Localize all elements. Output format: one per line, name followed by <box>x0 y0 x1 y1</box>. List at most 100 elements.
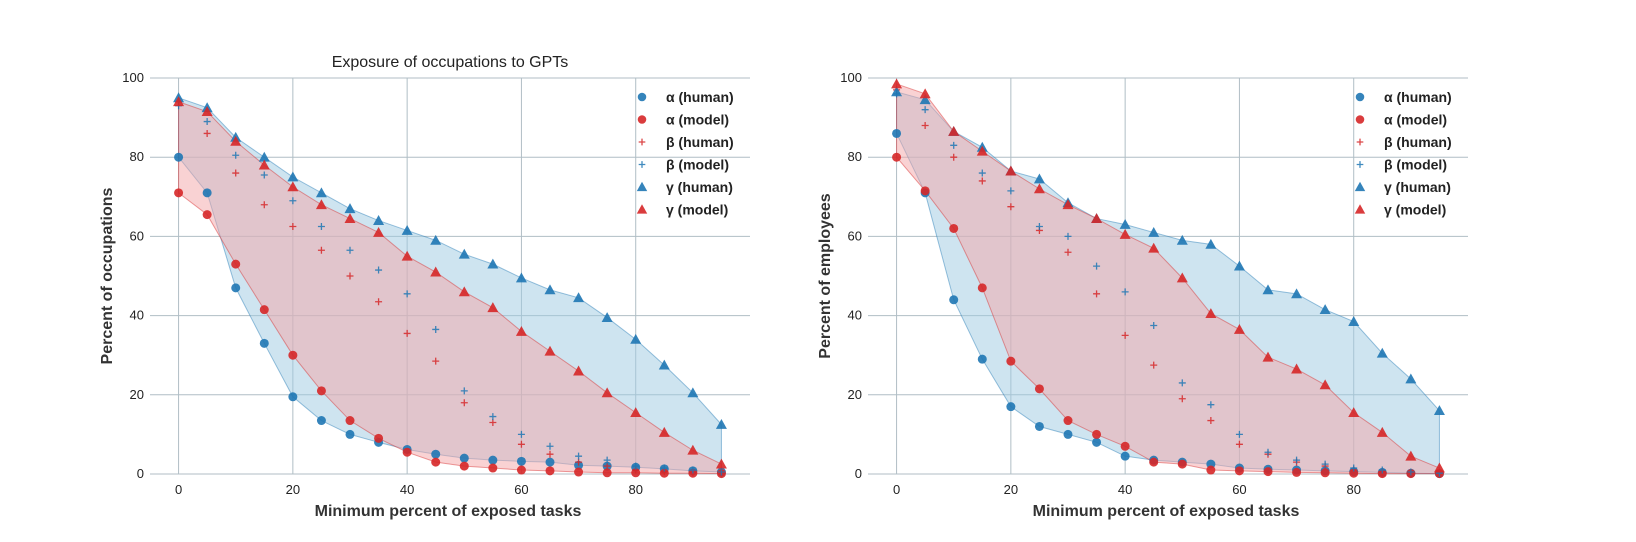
data-point <box>488 463 498 473</box>
data-point <box>1006 402 1016 412</box>
data-point <box>403 329 411 337</box>
y-tick-label: 0 <box>137 466 144 481</box>
y-tick-label: 100 <box>840 70 862 85</box>
data-point <box>487 258 499 269</box>
data-point <box>260 171 268 179</box>
legend-label-beta-model: β (model) <box>1384 157 1447 173</box>
y-tick-label: 20 <box>848 387 862 402</box>
data-point <box>921 106 929 114</box>
data-point <box>1405 373 1417 384</box>
data-point <box>1262 351 1274 362</box>
data-point <box>288 350 298 360</box>
data-point <box>950 141 958 149</box>
data-point <box>1064 232 1072 240</box>
legend-label-gamma-model: γ (model) <box>1384 202 1446 218</box>
data-point <box>346 246 354 254</box>
legend-marker-alpha-model <box>1355 115 1365 124</box>
data-point <box>259 305 269 315</box>
x-tick-label: 80 <box>628 482 642 497</box>
data-point <box>1033 183 1045 194</box>
data-point <box>289 197 297 205</box>
data-point <box>488 455 498 465</box>
legend-marker-beta-human <box>638 138 646 146</box>
y-tick-label: 0 <box>855 466 862 481</box>
data-point <box>1264 448 1272 456</box>
data-point <box>430 234 442 245</box>
data-point <box>1205 238 1217 249</box>
data-point <box>1063 429 1073 439</box>
y-tick-label: 40 <box>130 308 144 323</box>
data-point <box>201 106 213 117</box>
data-point <box>949 295 959 305</box>
data-point <box>1119 219 1131 229</box>
legend-marker-gamma-human <box>1354 181 1366 192</box>
data-point <box>977 354 987 364</box>
legend-label-beta-model: β (model) <box>666 157 729 173</box>
data-point <box>1093 290 1101 298</box>
data-point <box>316 416 326 426</box>
data-point <box>603 456 611 464</box>
data-point <box>232 151 240 159</box>
x-tick-label: 40 <box>1118 482 1132 497</box>
series-alpha-model <box>174 188 726 479</box>
data-point <box>1062 199 1074 210</box>
data-point <box>375 266 383 274</box>
x-tick-label: 0 <box>893 482 900 497</box>
panel-occupations: 0 20 40 60 80 0 20 40 60 80 100 Minimum percent of … <box>99 54 750 520</box>
data-point <box>259 338 269 348</box>
data-point <box>545 457 555 467</box>
data-point <box>575 452 583 460</box>
data-point <box>1319 304 1331 315</box>
x-tick-label: 80 <box>1346 482 1360 497</box>
data-point <box>919 88 931 99</box>
y-tick-label: 80 <box>130 149 144 164</box>
data-point <box>574 467 584 477</box>
data-point <box>891 86 903 97</box>
legend-marker-gamma-model <box>1354 204 1366 214</box>
data-point <box>232 169 240 177</box>
x-tick-label: 40 <box>400 482 414 497</box>
data-point <box>715 419 727 429</box>
y-tick-label: 20 <box>130 387 144 402</box>
data-point <box>1376 347 1388 358</box>
x-axis-title: Minimum percent of exposed tasks <box>1033 503 1300 520</box>
data-point <box>892 128 902 138</box>
data-point <box>431 449 441 459</box>
data-point <box>287 171 299 182</box>
data-point <box>174 152 184 162</box>
data-point <box>345 429 355 439</box>
data-point <box>344 213 356 223</box>
data-point <box>976 145 988 156</box>
legend-label-gamma-human: γ (human) <box>1384 179 1451 195</box>
data-point <box>401 250 413 261</box>
data-point <box>317 223 325 230</box>
data-point <box>515 272 527 283</box>
data-point <box>1350 464 1358 472</box>
data-point <box>1063 416 1073 426</box>
data-point <box>459 461 469 471</box>
data-point <box>546 442 554 450</box>
data-point <box>1233 323 1245 334</box>
legend-label-alpha-model: α (model) <box>1384 112 1447 128</box>
data-point <box>1233 260 1245 271</box>
data-point <box>1119 228 1131 239</box>
data-point <box>1091 213 1103 223</box>
data-point <box>1291 363 1303 374</box>
data-point <box>316 386 326 396</box>
data-point <box>1177 459 1187 469</box>
data-point <box>1034 421 1044 431</box>
data-point <box>489 413 497 421</box>
data-point <box>1007 187 1015 195</box>
data-point <box>1378 466 1386 474</box>
data-point <box>1263 467 1273 477</box>
legend-marker-gamma-model <box>636 204 648 214</box>
data-point <box>687 387 699 398</box>
series-gamma-model <box>173 96 727 469</box>
y-axis-title: Percent of occupations <box>99 187 116 364</box>
data-point <box>1262 284 1274 295</box>
data-point <box>1178 379 1186 387</box>
data-point <box>432 357 440 365</box>
data-point <box>1148 226 1160 237</box>
data-point <box>315 187 327 198</box>
data-point <box>1176 272 1188 283</box>
